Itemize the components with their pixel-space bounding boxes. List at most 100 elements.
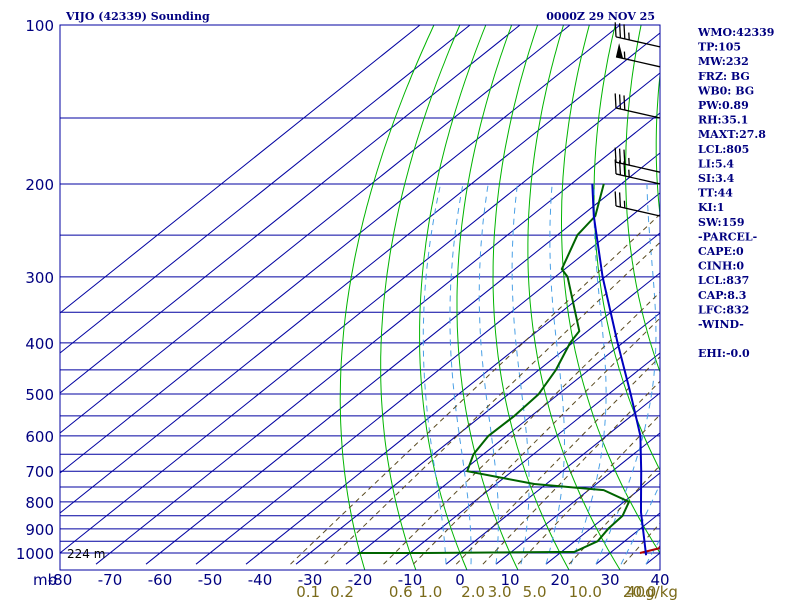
temp-tick-label: 0 xyxy=(455,571,465,589)
mixing-ratio-line xyxy=(455,356,660,565)
mixing-ratio-line xyxy=(412,317,660,565)
index-line: TP:105 xyxy=(698,41,741,54)
isotherm xyxy=(545,472,660,565)
station-title: VIJO (42339) Sounding xyxy=(65,10,210,23)
isotherm xyxy=(445,392,660,565)
temp-tick-label: -80 xyxy=(48,571,73,589)
isotherm xyxy=(60,25,521,394)
pressure-unit-label: mb xyxy=(33,571,57,589)
isotherm xyxy=(345,312,660,565)
temp-tick-label: -30 xyxy=(298,571,323,589)
moist-adiabat xyxy=(478,183,499,565)
index-line: LI:5.4 xyxy=(698,157,734,170)
pressure-tick-label: 900 xyxy=(25,521,54,539)
isotherm xyxy=(95,112,660,565)
dry-adiabat xyxy=(380,25,461,570)
isotherm xyxy=(60,32,660,514)
index-line: CAPE:0 xyxy=(698,245,744,258)
index-line: LCL:805 xyxy=(698,143,749,156)
isotherm xyxy=(60,72,660,554)
dry-adiabat xyxy=(492,25,570,570)
temp-tick-label: -10 xyxy=(398,571,423,589)
mixing-ratio-label: 0.1 xyxy=(296,583,320,600)
dry-adiabat xyxy=(339,25,435,570)
moist-adiabat xyxy=(449,183,472,565)
moist-adiabat xyxy=(422,183,447,565)
mixing-ratio-label: 0.6 xyxy=(389,583,413,600)
temp-tick-label: -60 xyxy=(148,571,173,589)
grid-layer xyxy=(60,25,660,570)
moist-adiabat xyxy=(511,183,530,565)
mixing-ratio-line xyxy=(568,464,660,565)
mixing-ratio-label: 10.0 xyxy=(569,583,602,600)
index-line: SI:3.4 xyxy=(698,172,735,185)
temp-tick-label: -40 xyxy=(248,571,273,589)
isotherm xyxy=(495,432,660,565)
isotherm xyxy=(60,25,421,314)
plot-frame xyxy=(59,24,661,571)
index-line: MAXT:27.8 xyxy=(698,128,766,141)
index-line: LFC:832 xyxy=(698,303,749,316)
wind-barb xyxy=(614,159,661,185)
index-line: WB0: BG xyxy=(697,84,754,97)
isotherm xyxy=(60,25,471,354)
dry-adiabat xyxy=(625,25,660,374)
dry-adiabat xyxy=(419,25,487,570)
isotherm xyxy=(245,232,660,565)
parcel-profile xyxy=(591,183,648,556)
index-line: CINH:0 xyxy=(698,260,744,273)
dry-adiabat xyxy=(456,25,519,570)
surface-height: 224 m xyxy=(67,547,105,561)
mixing-ratio-label: 0.2 xyxy=(330,583,354,600)
pressure-tick-label: 800 xyxy=(25,494,54,512)
wind-barb xyxy=(614,22,661,48)
pressure-tick-label: 300 xyxy=(25,269,54,287)
pressure-tick-label: 600 xyxy=(25,428,54,446)
series-layer xyxy=(357,183,660,556)
mixing-ratio-line xyxy=(623,522,660,565)
mixing-ratio-line xyxy=(482,380,660,565)
isotherm xyxy=(60,25,621,474)
temp-tick-label: -20 xyxy=(348,571,373,589)
isotherm xyxy=(60,25,571,434)
moist-adiabat xyxy=(595,183,657,565)
pressure-tick-label: 500 xyxy=(25,386,54,404)
dewpoint-profile xyxy=(357,183,630,554)
index-line: EHI:-0.0 xyxy=(698,347,750,360)
moist-adiabat xyxy=(570,183,607,565)
dry-adiabat xyxy=(655,70,660,220)
pressure-tick-label: 200 xyxy=(25,176,54,194)
dry-adiabat xyxy=(527,25,621,570)
dry-adiabat xyxy=(561,25,660,554)
mixing-ratio-label: 2.0 xyxy=(461,583,485,600)
mixing-ratio-line xyxy=(517,414,660,565)
isotherm xyxy=(295,272,660,565)
index-line: FRZ: BG xyxy=(698,70,750,83)
index-line: WMO:42339 xyxy=(697,26,774,39)
pressure-tick-label: 400 xyxy=(25,335,54,353)
index-line: CAP:8.3 xyxy=(698,289,746,302)
mixing-ratio-label: 40g/kg xyxy=(626,583,678,600)
temp-tick-label: 40 xyxy=(650,571,669,589)
index-line: -WIND- xyxy=(698,318,744,331)
index-line: MW:232 xyxy=(698,55,749,68)
temp-tick-label: -70 xyxy=(98,571,123,589)
mixing-ratio-line xyxy=(290,213,660,565)
index-line: SW:159 xyxy=(698,216,745,229)
temp-tick-label: 30 xyxy=(600,571,619,589)
mixing-ratio-label: 5.0 xyxy=(523,583,547,600)
isotherm xyxy=(195,192,660,565)
wind-barb xyxy=(614,93,661,119)
mixing-ratio-label: 1.0 xyxy=(418,583,442,600)
pressure-tick-label: 700 xyxy=(25,463,54,481)
index-line: TT:44 xyxy=(698,187,733,200)
isotherm xyxy=(395,352,660,565)
wind-barb xyxy=(615,43,661,68)
index-line: RH:35.1 xyxy=(698,114,748,127)
sounding-time: 0000Z 29 NOV 25 xyxy=(546,10,655,23)
wind-barbs xyxy=(614,22,661,217)
